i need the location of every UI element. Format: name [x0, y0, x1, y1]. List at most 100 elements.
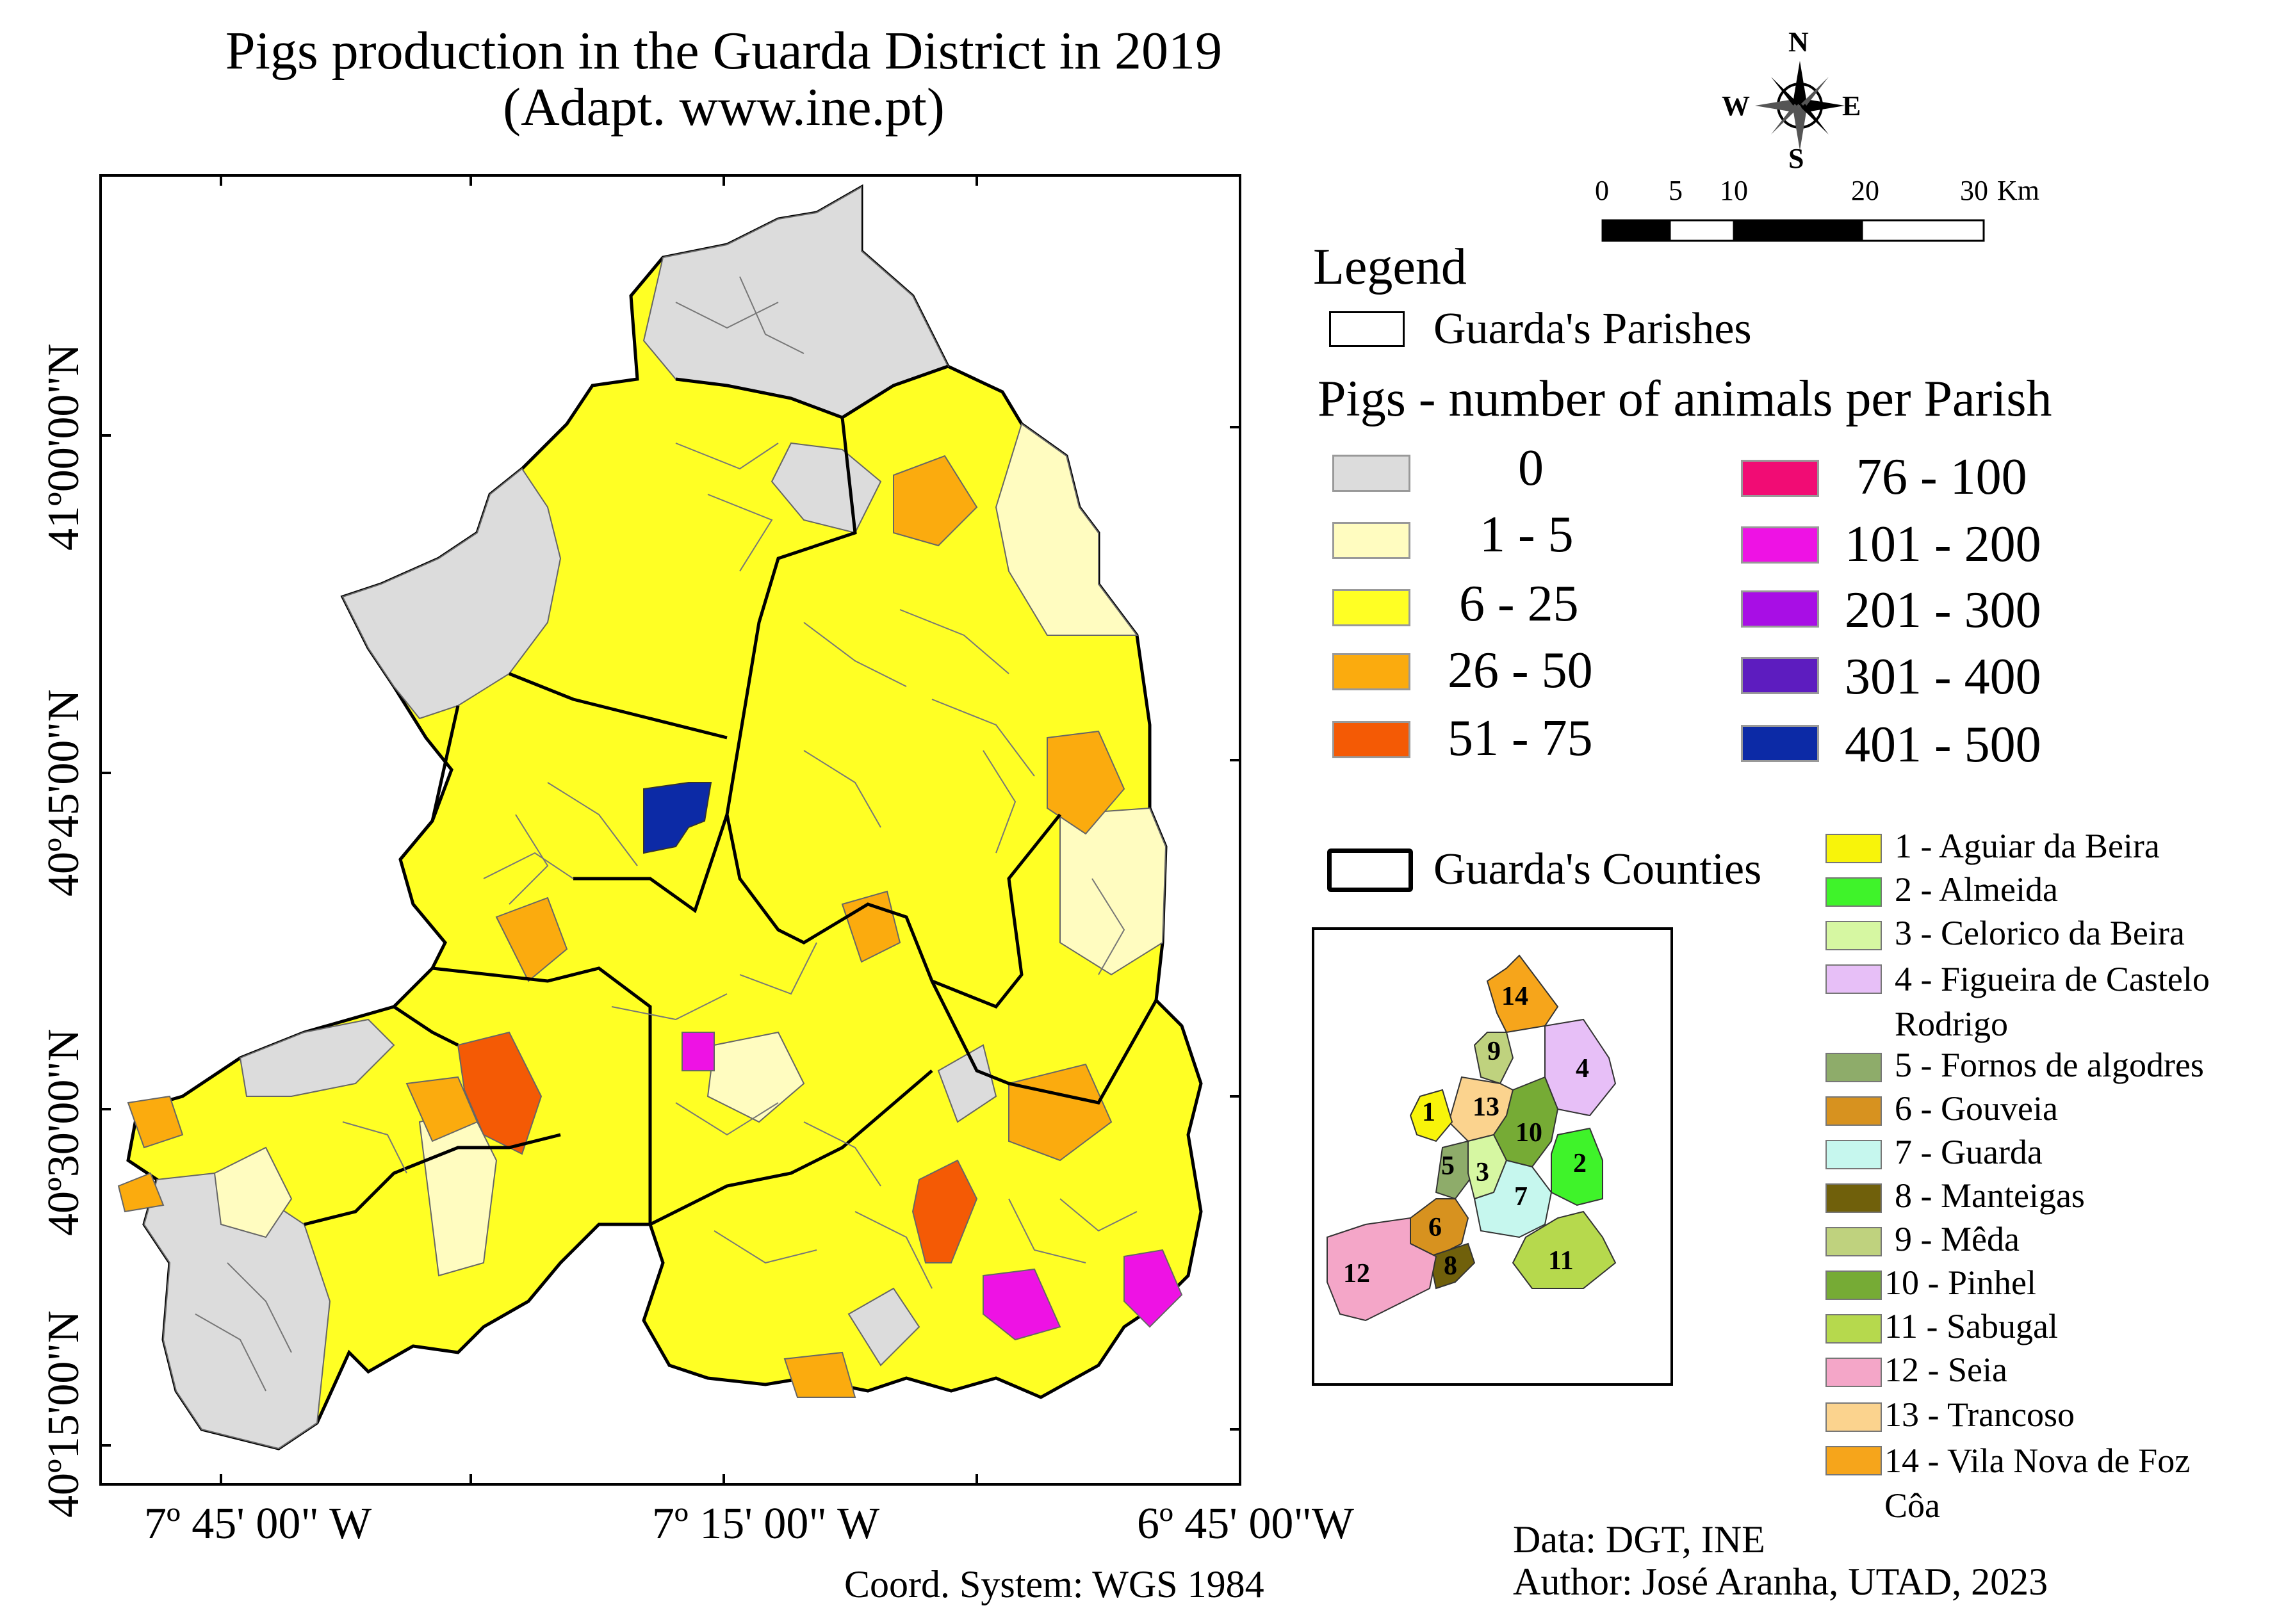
parish-class-0 [143, 186, 997, 1450]
author-credit: Author: José Aranha, UTAD, 2023 [1513, 1561, 2048, 1603]
lat-label-4: 40º15'00"N [39, 1310, 88, 1518]
parish-class-101-200 [682, 1032, 1183, 1341]
county-swatch-4 [1825, 964, 1882, 994]
lon-label-3: 6º 45' 00"W [1137, 1499, 1354, 1548]
county-swatch-13 [1825, 1402, 1882, 1432]
county-label-9: 9 - Mêda [1895, 1220, 2020, 1258]
lat-label-3: 40º30'00"N [39, 1028, 88, 1236]
county-label-5: 5 - Fornos de algodres [1895, 1046, 2204, 1084]
legend-title: Legend [1313, 239, 1467, 295]
east-label: E [1842, 90, 1861, 122]
county-swatch-2 [1825, 877, 1882, 907]
class-label-9: 401 - 500 [1845, 717, 2041, 773]
coord-system: Coord. System: WGS 1984 [844, 1563, 1264, 1605]
lat-label-2: 40º45'00"N [39, 689, 88, 897]
county-label-3: 3 - Celorico da Beira [1895, 914, 2185, 952]
parish-class-401-500 [643, 782, 712, 854]
svg-text:5: 5 [1441, 1151, 1455, 1181]
svg-text:14: 14 [1501, 982, 1528, 1011]
svg-text:3: 3 [1476, 1158, 1489, 1187]
county-label-8: 8 - Manteigas [1895, 1176, 2085, 1215]
county-swatch-7 [1825, 1140, 1882, 1169]
svg-text:9: 9 [1487, 1037, 1501, 1066]
county-label-11: 11 - Sabugal [1884, 1307, 2058, 1345]
county-label-12: 12 - Seia [1884, 1351, 2007, 1389]
north-label: N [1788, 26, 1809, 58]
county-label-4: 4 - Figueira de Castelo Rodrigo [1895, 960, 2210, 1043]
svg-text:7: 7 [1514, 1182, 1528, 1212]
class-swatch-2 [1332, 589, 1410, 626]
svg-text:6: 6 [1428, 1213, 1442, 1242]
class-swatch-8 [1741, 657, 1819, 694]
county-swatch-3 [1825, 921, 1882, 950]
county-swatch-9 [1825, 1227, 1882, 1256]
parish-class-26-50 [117, 455, 1125, 1398]
scale-label-10: 10 [1720, 175, 1748, 206]
class-swatch-3 [1332, 653, 1410, 690]
map-subtitle: (Adapt. www.ine.pt) [503, 77, 945, 137]
county-swatch-5 [1825, 1053, 1882, 1082]
class-swatch-1 [1332, 522, 1410, 559]
parish-class-1-5 [213, 423, 1167, 1277]
county-swatch-12 [1825, 1358, 1882, 1387]
svg-text:11: 11 [1548, 1246, 1574, 1276]
scale-label-0: 0 [1595, 175, 1609, 206]
class-label-2: 6 - 25 [1459, 576, 1579, 632]
county-swatch-11 [1825, 1314, 1882, 1344]
county-swatch-8 [1825, 1183, 1882, 1213]
class-label-5: 76 - 100 [1856, 449, 2027, 505]
scale-unit: Km [1997, 175, 2039, 206]
scale-label-30: 30 [1960, 175, 1988, 206]
map-ticks [99, 174, 1241, 1486]
parishes-label: Guarda's Parishes [1433, 304, 1752, 353]
county-label-7: 7 - Guarda [1895, 1133, 2043, 1171]
class-label-7: 201 - 300 [1845, 582, 2041, 638]
svg-text:13: 13 [1473, 1092, 1499, 1122]
svg-text:10: 10 [1515, 1118, 1542, 1148]
svg-text:4: 4 [1576, 1054, 1589, 1084]
county-swatch-14 [1825, 1446, 1882, 1475]
county-label-2: 2 - Almeida [1895, 870, 2058, 909]
svg-text:1: 1 [1422, 1098, 1435, 1127]
class-swatch-5 [1741, 460, 1819, 497]
class-label-0: 0 [1518, 440, 1544, 496]
south-label: S [1788, 143, 1804, 174]
svg-text:8: 8 [1444, 1251, 1457, 1281]
west-label: W [1722, 90, 1750, 122]
data-source: Data: DGT, INE [1513, 1518, 1765, 1561]
scale-label-5: 5 [1669, 175, 1683, 206]
parish-class-51-75 [457, 1031, 978, 1263]
north-arrow-icon [1755, 61, 1845, 150]
county-boundaries [304, 364, 1158, 1226]
lon-label-1: 7º 45' 00" W [144, 1499, 372, 1548]
class-swatch-9 [1741, 725, 1819, 762]
county-label-13: 13 - Trancoso [1884, 1395, 2075, 1434]
svg-text:2: 2 [1573, 1149, 1587, 1178]
class-label-8: 301 - 400 [1845, 649, 2041, 705]
class-swatch-6 [1741, 526, 1819, 564]
inset-map: 149 4 13 10 2 15 3 7 11 6 8 12 [1327, 954, 1617, 1322]
county-swatch-10 [1825, 1271, 1882, 1300]
county-label-10: 10 - Pinhel [1884, 1263, 2036, 1302]
main-map [99, 174, 1241, 1486]
counties-swatch [1327, 849, 1413, 892]
svg-text:12: 12 [1343, 1259, 1370, 1288]
county-swatch-6 [1825, 1096, 1882, 1126]
lon-label-2: 7º 15' 00" W [652, 1499, 880, 1548]
county-swatch-1 [1825, 834, 1882, 863]
county-label-6: 6 - Gouveia [1895, 1089, 2058, 1128]
lat-label-1: 41º00'00"N [39, 343, 88, 551]
class-swatch-7 [1741, 590, 1819, 628]
parishes-swatch [1329, 311, 1405, 347]
class-label-4: 51 - 75 [1448, 710, 1593, 767]
inset-frame [1312, 927, 1673, 1386]
scale-label-20: 20 [1851, 175, 1879, 206]
class-label-3: 26 - 50 [1448, 642, 1593, 699]
counties-label: Guarda's Counties [1433, 845, 1762, 894]
parish-boundaries [195, 276, 1138, 1392]
scale-bar [1601, 219, 1985, 242]
map-title: Pigs production in the Guarda District i… [225, 21, 1223, 81]
class-swatch-4 [1332, 721, 1410, 758]
class-label-1: 1 - 5 [1480, 507, 1574, 563]
class-label-6: 101 - 200 [1845, 516, 2041, 572]
